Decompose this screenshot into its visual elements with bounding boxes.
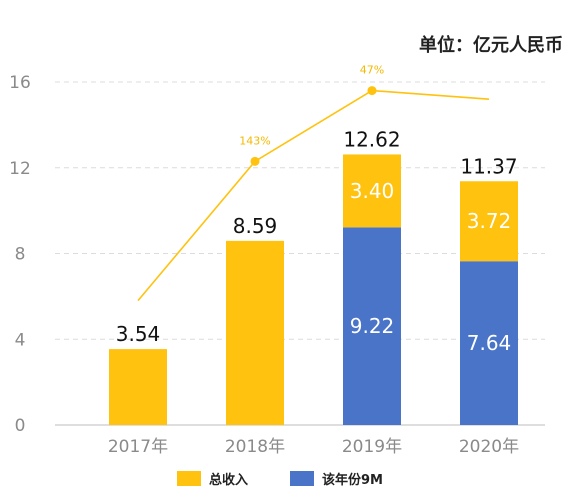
legend: 总收入 该年份9M — [177, 471, 383, 488]
bar-blue-label: 9.22 — [350, 314, 395, 338]
growth-line: 143% 47% — [137, 64, 490, 302]
bars: 3.54 8.59 9.22 3.40 12.62 7.64 3.72 11.37 — [109, 127, 518, 425]
legend-label: 该年份9M — [322, 472, 383, 488]
unit-label: 单位：亿元人民币 — [419, 34, 563, 56]
growth-label: 143% — [239, 134, 270, 147]
bar-yellow — [226, 240, 284, 425]
bar-blue — [460, 261, 518, 425]
growth-polyline — [137, 89, 490, 302]
legend-label: 总收入 — [209, 472, 248, 488]
legend-swatch — [177, 471, 201, 486]
y-tick-label: 4 — [15, 330, 26, 350]
x-tick-label: 2018年 — [225, 437, 285, 457]
bar-blue-label: 7.64 — [467, 331, 512, 355]
x-tick-label: 2020年 — [459, 437, 519, 457]
y-tick-label: 8 — [15, 245, 26, 265]
y-tick-label: 16 — [9, 73, 31, 93]
x-axis: 2017年 2018年 2019年 2020年 — [108, 437, 519, 457]
y-tick-label: 12 — [9, 159, 31, 179]
x-tick-label: 2017年 — [108, 437, 168, 457]
x-tick-label: 2019年 — [342, 437, 402, 457]
growth-label: 47% — [360, 64, 384, 77]
bar-total-label: 8.59 — [233, 214, 278, 238]
bar-total-label: 3.54 — [116, 322, 161, 346]
bar-remainder-label: 3.72 — [467, 209, 512, 233]
bar-total-label: 11.37 — [460, 154, 517, 178]
growth-point — [367, 86, 377, 96]
growth-point — [250, 156, 260, 166]
bar-yellow-remainder — [460, 181, 518, 262]
bar-yellow-remainder — [343, 154, 401, 228]
legend-swatch — [290, 471, 314, 486]
bar-total-label: 12.62 — [343, 127, 400, 151]
bar-yellow — [109, 349, 167, 425]
y-tick-label: 0 — [15, 416, 26, 436]
bar-blue — [343, 227, 401, 425]
bar-remainder-label: 3.40 — [350, 179, 395, 203]
